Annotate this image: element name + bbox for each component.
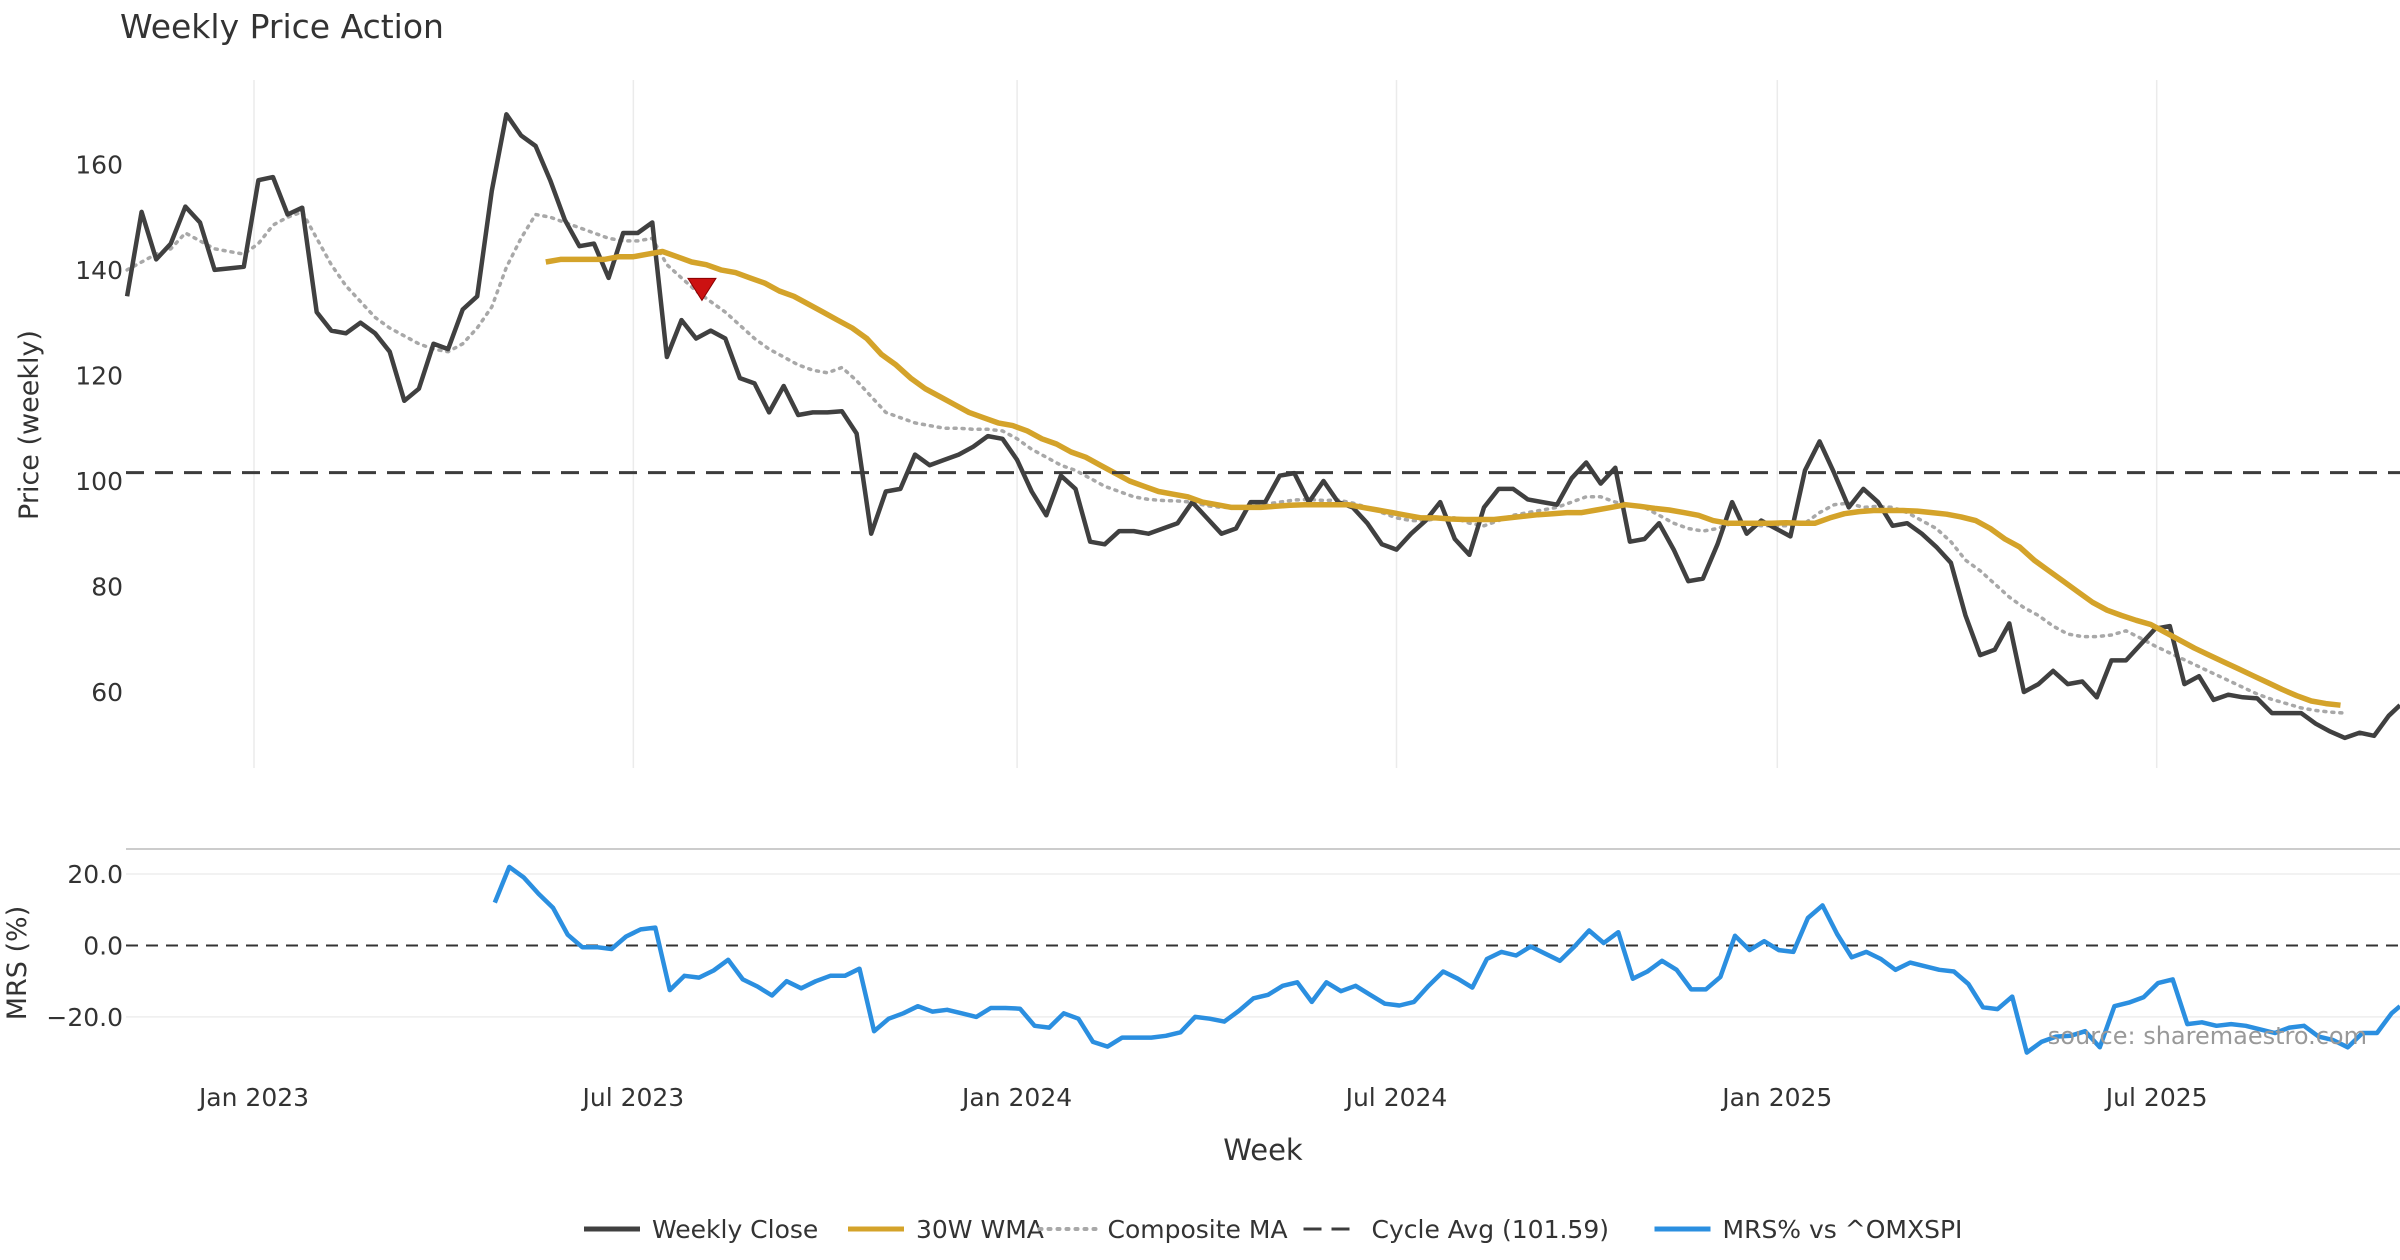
series-weekly-close (124, 112, 2400, 741)
legend-label-30w-wma: 30W WMA (916, 1215, 1044, 1244)
mrs-series (492, 864, 2400, 1055)
legend-item-30w-wma: 30W WMA (848, 1215, 1044, 1244)
legend-item-mrs-vs-omxspi: MRS% vs ^OMXSPI (1654, 1215, 1963, 1244)
series-mrs-vs-omxspi (492, 864, 2400, 1055)
legend-item-weekly-close: Weekly Close (584, 1215, 818, 1244)
price-y-axis-label: Price (weekly) (14, 330, 45, 520)
price-y-tick-80: 80 (91, 573, 123, 602)
mrs-y-tick-20: 20.0 (67, 860, 123, 889)
x-tick-jul-2025: Jul 2025 (2104, 1083, 2208, 1112)
x-tick-jan-2023: Jan 2023 (197, 1083, 309, 1112)
legend: Weekly Close 30W WMA Composite MA Cycle Avg… (584, 1215, 1962, 1244)
legend-item-composite-ma: Composite MA (1037, 1215, 1288, 1244)
mrs-y-tick-0: 0.0 (83, 931, 123, 960)
price-gridlines (253, 80, 2158, 768)
legend-label-cycle-avg-101-59: Cycle Avg (101.59) (1372, 1215, 1610, 1244)
chart-title: Weekly Price Action (120, 7, 444, 46)
x-axis-ticks: Jan 2023 Jul 2023 Jan 2024 Jul 2024 Jan 2025… (197, 1083, 2208, 1112)
price-y-tick-120: 120 (75, 361, 123, 390)
legend-label-weekly-close: Weekly Close (652, 1215, 818, 1244)
price-y-tick-140: 140 (75, 256, 123, 285)
price-y-tick-60: 60 (91, 678, 123, 707)
price-series (124, 112, 2400, 741)
price-y-tick-160: 160 (75, 150, 123, 179)
x-tick-jul-2023: Jul 2023 (580, 1083, 684, 1112)
price-y-tick-100: 100 (75, 467, 123, 496)
source-annotation: source: sharemaestro.com (2048, 1022, 2367, 1050)
legend-label-mrs-vs-omxspi: MRS% vs ^OMXSPI (1723, 1215, 1963, 1244)
price-y-ticks: 60 80 100 120 140 160 (75, 150, 123, 707)
price-panel: 60 80 100 120 140 160 (75, 80, 2400, 768)
legend-label-composite-ma: Composite MA (1108, 1215, 1288, 1244)
mrs-y-tick-20: −20.0 (46, 1003, 123, 1032)
legend-item-cycle-avg-101-59: Cycle Avg (101.59) (1303, 1215, 1610, 1244)
x-tick-jul-2024: Jul 2024 (1344, 1083, 1448, 1112)
series-30w-wma (545, 248, 2341, 708)
sell-signal-marker (687, 277, 717, 302)
x-tick-jan-2024: Jan 2024 (960, 1083, 1072, 1112)
mrs-y-axis-label: MRS (%) (2, 906, 33, 1021)
price-signal (687, 277, 717, 302)
x-axis-label: Week (1223, 1133, 1303, 1167)
mrs-panel: 20.0 0.0 −20.0 (46, 848, 2400, 1055)
x-tick-jan-2025: Jan 2025 (1720, 1083, 1832, 1112)
mrs-y-ticks: 20.0 0.0 −20.0 (46, 860, 123, 1032)
